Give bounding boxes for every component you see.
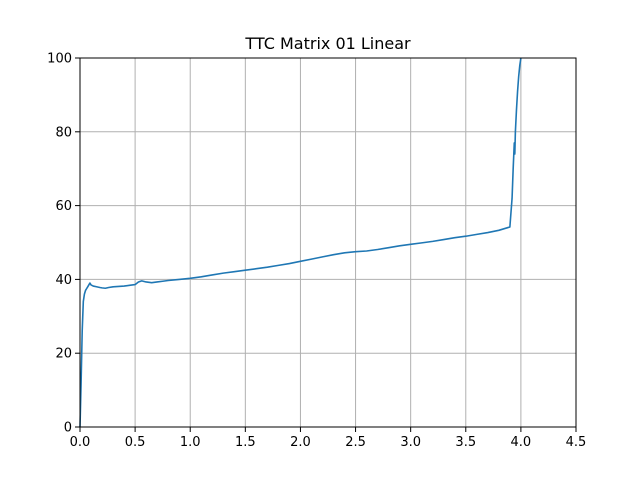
x-tick-label: 3.5 <box>455 435 476 450</box>
x-tick-label: 2.5 <box>345 435 366 450</box>
y-axis: 0 20 40 60 80 100 <box>47 52 80 436</box>
series-group <box>79 57 522 428</box>
plot-frame <box>79 57 577 428</box>
chart-title: TTC Matrix 01 Linear <box>244 34 411 53</box>
x-tick-label: 3.0 <box>400 435 421 450</box>
y-tick-label: 0 <box>64 421 72 436</box>
series-line <box>79 57 522 428</box>
x-axis: 0.0 0.5 1.0 1.5 2.0 2.5 3.0 3.5 4.0 4.5 <box>70 427 587 450</box>
y-tick-label: 40 <box>55 273 72 288</box>
x-tick-label: 1.5 <box>235 435 256 450</box>
y-tick-label: 100 <box>47 52 72 67</box>
y-tick-label: 60 <box>55 199 72 214</box>
x-tick-label: 0.5 <box>125 435 146 450</box>
y-tick-label: 20 <box>55 347 72 362</box>
y-tick-label: 80 <box>55 125 72 140</box>
x-tick-label: 4.0 <box>511 435 532 450</box>
plot-area <box>80 58 576 427</box>
x-tick-label: 1.0 <box>180 435 201 450</box>
x-tick-label: 0.0 <box>70 435 91 450</box>
x-tick-label: 4.5 <box>566 435 587 450</box>
x-tick-label: 2.0 <box>290 435 311 450</box>
